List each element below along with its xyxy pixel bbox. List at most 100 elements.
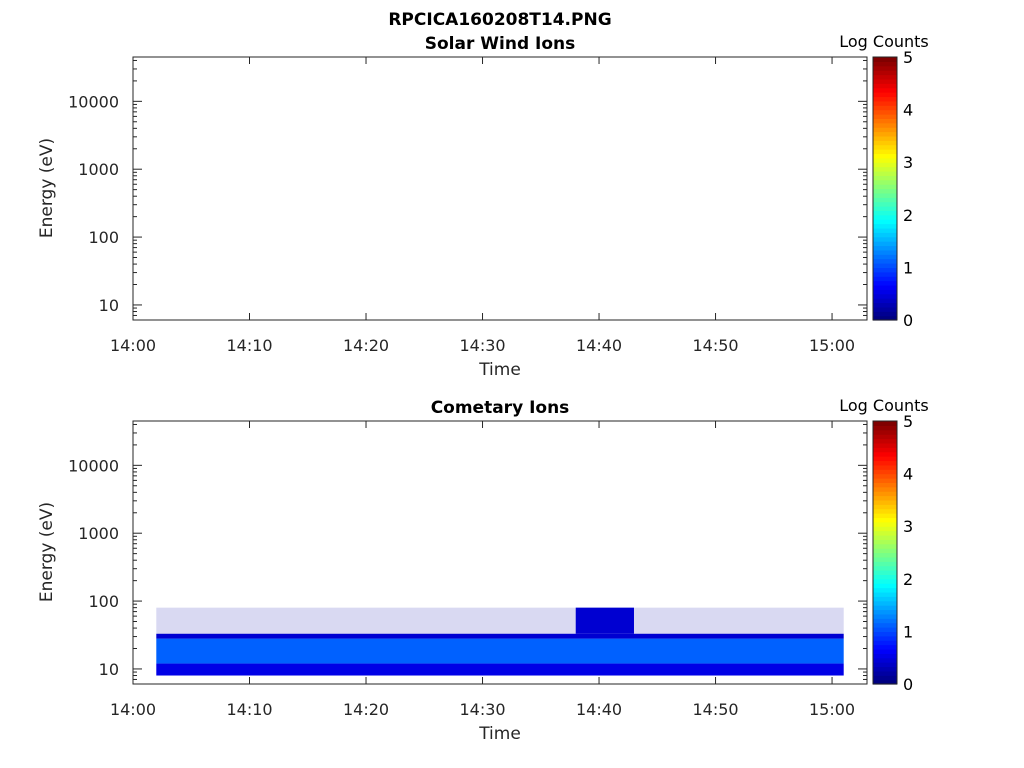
colorbar-segment — [873, 552, 897, 558]
colorbar: 0 1 2 3 4 5 — [872, 48, 913, 330]
colorbar-label: Log Counts — [839, 32, 929, 51]
x-tick-label: 14:30 — [459, 336, 505, 355]
colorbar-segment — [873, 188, 897, 194]
colorbar-segment — [873, 447, 897, 453]
y-tick-label: 100 — [88, 592, 119, 611]
panel-title: Solar Wind Ions — [425, 34, 576, 54]
spectrogram-band — [156, 607, 844, 634]
colorbar-segment — [873, 166, 897, 172]
colorbar-segment — [873, 175, 897, 181]
colorbar-segment — [873, 65, 897, 71]
plot-area — [132, 56, 868, 321]
spectrogram — [156, 607, 844, 676]
colorbar-segment — [873, 534, 897, 540]
colorbar-frame — [872, 420, 898, 685]
colorbar-segment — [873, 109, 897, 115]
colorbar-segment — [873, 219, 897, 225]
colorbar-segment — [873, 276, 897, 282]
y-tick-label: 10 — [99, 660, 119, 679]
colorbar-segment — [873, 135, 897, 141]
colorbar-segment — [873, 280, 897, 286]
x-tick-label: 14:30 — [459, 700, 505, 719]
colorbar-segment — [873, 421, 897, 426]
colorbar: 0 1 2 3 4 5 — [872, 412, 913, 694]
colorbar-segment — [873, 565, 897, 571]
axis-ticks: 14:00 14:10 14:20 14:30 14:40 14:50 15:00 10 100… — [68, 421, 867, 719]
colorbar-segment — [873, 232, 897, 238]
x-tick-label: 15:00 — [809, 700, 855, 719]
colorbar-segment — [873, 254, 897, 260]
colorbar-segment — [873, 561, 897, 567]
colorbar-segment — [873, 442, 897, 448]
colorbar-segment — [873, 100, 897, 106]
colorbar-segment — [873, 105, 897, 111]
colorbar-segment — [873, 600, 897, 606]
colorbar-segment — [873, 284, 897, 290]
y-tick-label: 100 — [88, 228, 119, 247]
x-tick-label: 14:20 — [343, 700, 389, 719]
colorbar-segment — [873, 570, 897, 576]
panel-solar-wind-ions: Solar Wind Ions 14:00 14:10 14:20 14:30 14:4… — [37, 32, 929, 380]
colorbar-segment — [873, 670, 897, 676]
spectrogram-band — [156, 638, 844, 664]
colorbar-segment — [873, 644, 897, 650]
colorbar-segment — [873, 605, 897, 611]
colorbar-segment — [873, 70, 897, 76]
colorbar-segment — [873, 206, 897, 212]
colorbar-segment — [873, 679, 897, 685]
spectrogram-band — [156, 663, 844, 676]
colorbar-tick-label: 1 — [903, 622, 913, 641]
colorbar-segment — [873, 486, 897, 492]
y-axis-label: Energy (eV) — [37, 502, 57, 602]
colorbar-tick-label: 1 — [903, 258, 913, 277]
x-tick-label: 14:00 — [110, 336, 156, 355]
colorbar-segment — [873, 609, 897, 615]
colorbar-segment — [873, 434, 897, 440]
colorbar-segment — [873, 587, 897, 593]
colorbar-segment — [873, 315, 897, 321]
colorbar-segment — [873, 521, 897, 527]
colorbar-segment — [873, 87, 897, 93]
colorbar-segment — [873, 267, 897, 273]
figure-title: RPCICA160208T14.PNG — [388, 10, 611, 30]
colorbar-segment — [873, 157, 897, 163]
colorbar-segment — [873, 583, 897, 589]
colorbar-segment — [873, 526, 897, 532]
colorbar-segment — [873, 596, 897, 602]
colorbar-segment — [873, 92, 897, 98]
colorbar-segment — [873, 635, 897, 641]
colorbar-segment — [873, 451, 897, 457]
colorbar-segment — [873, 662, 897, 668]
colorbar-segment — [873, 425, 897, 431]
colorbar-segment — [873, 127, 897, 133]
x-axis-label: Time — [478, 724, 521, 744]
colorbar-segment — [873, 223, 897, 229]
colorbar-segment — [873, 162, 897, 168]
colorbar-segment — [873, 622, 897, 628]
colorbar-segment — [873, 78, 897, 84]
colorbar-segment — [873, 245, 897, 251]
colorbar-segment — [873, 473, 897, 479]
colorbar-tick-label: 2 — [903, 570, 913, 589]
colorbar-segment — [873, 302, 897, 308]
axis-ticks: 14:00 14:10 14:20 14:30 14:40 14:50 15:00 10 100… — [68, 57, 867, 355]
colorbar-segment — [873, 306, 897, 312]
x-tick-label: 15:00 — [809, 336, 855, 355]
colorbar-segment — [873, 210, 897, 216]
colorbar-segment — [873, 438, 897, 444]
colorbar-segment — [873, 578, 897, 584]
colorbar-segment — [873, 666, 897, 672]
colorbar-segment — [873, 653, 897, 659]
plot-area — [132, 420, 868, 685]
y-tick-label: 1000 — [78, 160, 119, 179]
spectrogram-band — [575, 607, 634, 634]
x-tick-label: 14:10 — [226, 336, 272, 355]
colorbar-segment — [873, 96, 897, 102]
colorbar-segment — [873, 530, 897, 536]
colorbar-segment — [873, 241, 897, 247]
colorbar-label: Log Counts — [839, 396, 929, 415]
colorbar-segment — [873, 548, 897, 554]
colorbar-segment — [873, 118, 897, 124]
colorbar-tick-label: 4 — [903, 465, 913, 484]
y-axis-label: Energy (eV) — [37, 138, 57, 238]
